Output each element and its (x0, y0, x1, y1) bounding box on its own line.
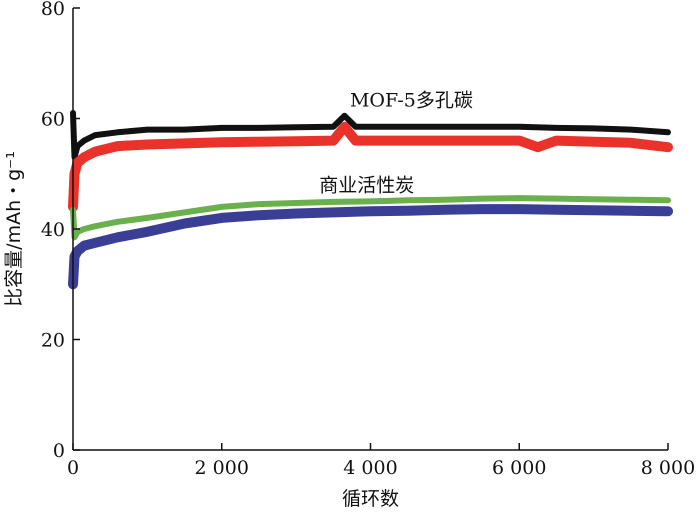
series-annotation-2: 商业活性炭 (319, 174, 414, 196)
y-tick-label: 40 (41, 219, 65, 241)
x-tick-label: 4 000 (343, 457, 397, 479)
axes-layer: 0 20 40 60 80 0 2 000 4 000 6 000 8 000 (41, 0, 695, 479)
x-axis-title: 循环数 (342, 488, 399, 510)
x-tick-label: 6 000 (492, 457, 546, 479)
series-layer (68, 110, 673, 290)
x-tick-label: 8 000 (641, 457, 695, 479)
series-line-3 (70, 195, 671, 241)
y-tick-label: 60 (41, 109, 65, 131)
series-line-4 (68, 204, 673, 290)
x-tick-label: 2 000 (195, 457, 249, 479)
y-tick-label: 20 (41, 330, 65, 352)
y-axis-title: 比容量/mAh・g⁻¹ (3, 151, 25, 307)
x-tick-label: 0 (67, 457, 79, 479)
y-tick-label: 0 (53, 440, 65, 462)
series-line-2 (68, 121, 673, 212)
series-annotation-1: MOF-5多孔碳 (350, 89, 473, 111)
y-tick-label: 80 (41, 0, 65, 20)
series-line-1 (70, 110, 671, 161)
